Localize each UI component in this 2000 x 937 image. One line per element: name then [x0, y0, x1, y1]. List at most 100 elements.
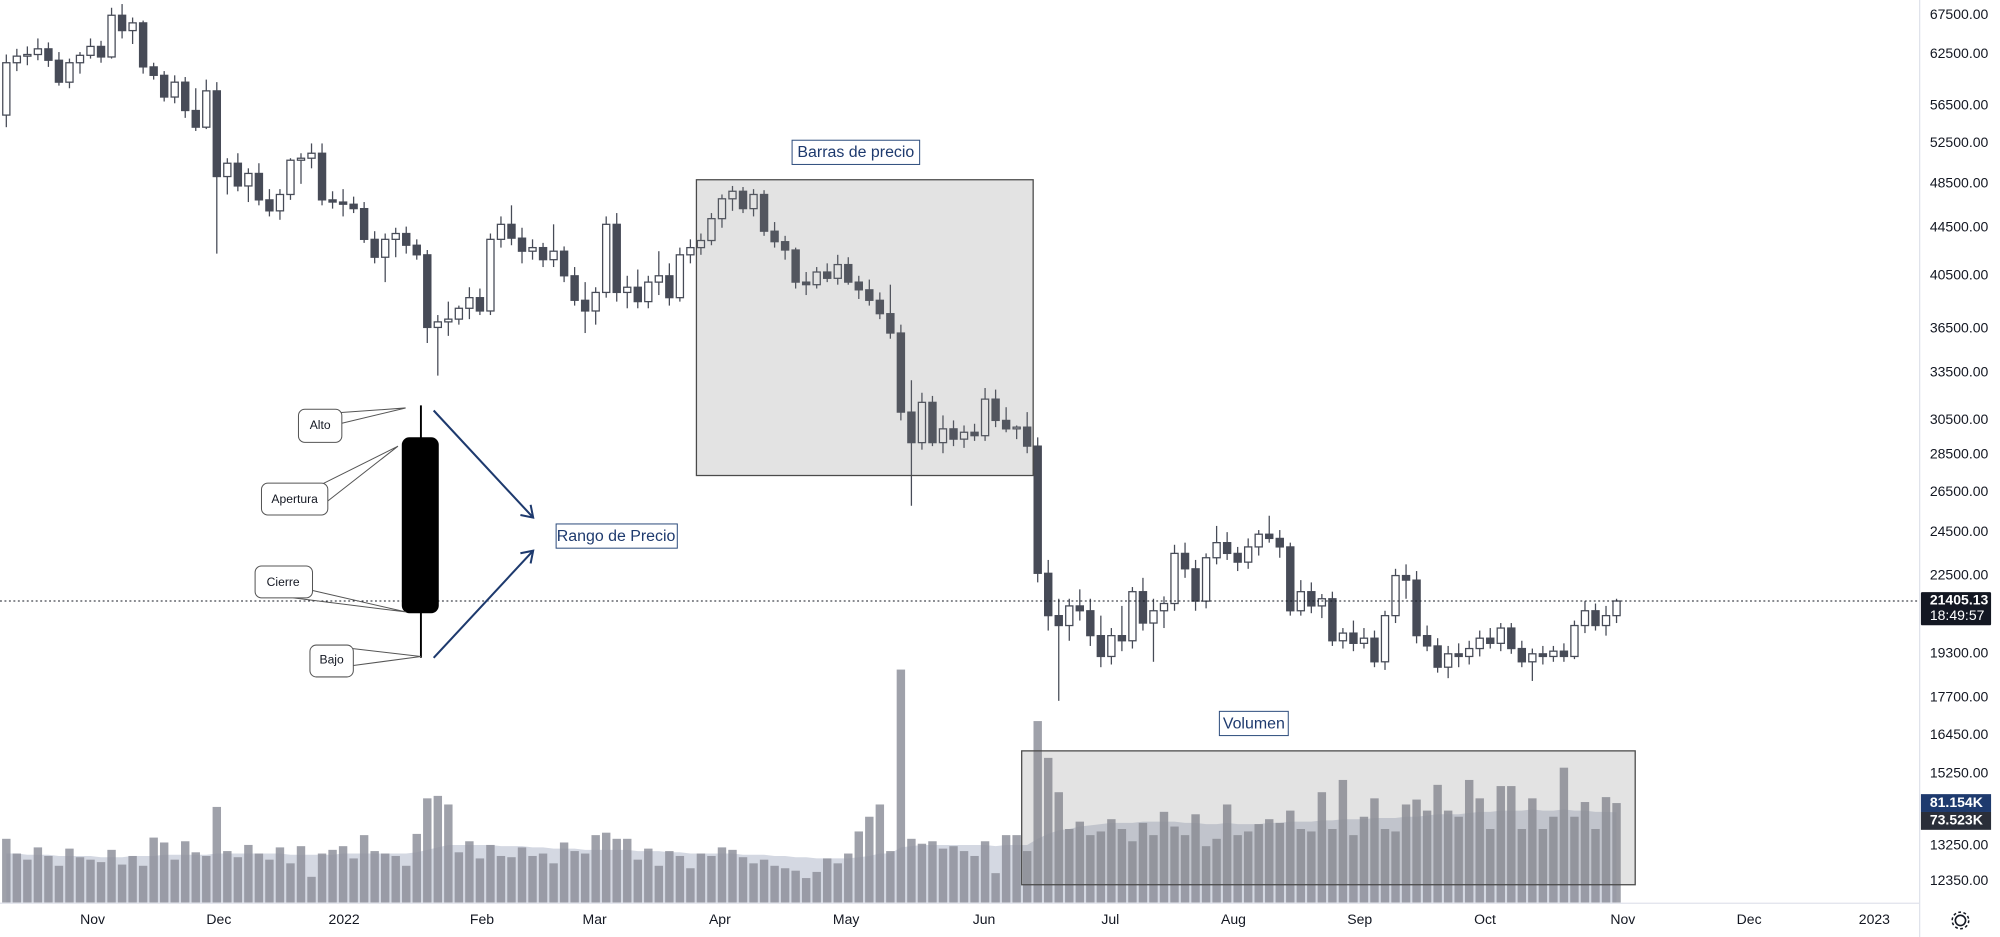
candle-body [349, 203, 358, 210]
candle-body [654, 275, 664, 283]
candle-body [275, 193, 285, 212]
candle-body [812, 271, 821, 286]
candle-body [1359, 637, 1369, 644]
volume-bar [665, 851, 674, 903]
candle-body [181, 81, 190, 112]
candle-body [1496, 627, 1505, 644]
candle-body [23, 53, 32, 57]
candle-body [1086, 610, 1095, 637]
volume-bar [1443, 810, 1453, 903]
volume-bar [1601, 797, 1611, 903]
candle-body [96, 45, 106, 58]
settings-icon[interactable] [1951, 911, 1970, 930]
candle-body [244, 172, 253, 187]
volume-bar [1233, 835, 1242, 903]
diagram-body [401, 437, 439, 614]
candle-body [412, 244, 421, 256]
volume-bar [1464, 779, 1474, 903]
volume-bar [349, 858, 358, 903]
volume-bar [65, 848, 74, 903]
candle-body [559, 250, 569, 277]
volume-bar [1286, 810, 1295, 903]
candle-body [580, 299, 590, 312]
annotation-label-box [1218, 710, 1289, 737]
volume-bar [233, 857, 243, 903]
candle-body [1012, 426, 1021, 430]
settings-icon[interactable] [1954, 914, 1967, 927]
annotation-label: Rango de Precio [557, 528, 676, 545]
candle-body [1054, 614, 1063, 627]
candle-body [549, 250, 558, 261]
volume-bar [465, 841, 474, 903]
candle-body [54, 59, 64, 83]
volume-bar [1307, 831, 1316, 903]
candle-body [528, 246, 537, 252]
candle-body [1612, 600, 1621, 617]
volume-bar [738, 857, 748, 903]
candle-body [1065, 605, 1074, 627]
candle-body [1265, 533, 1274, 540]
volume-bar [96, 862, 106, 903]
callout-box [297, 408, 343, 443]
volume-bar [75, 857, 85, 903]
volume-bar [170, 859, 179, 903]
volume-bar [844, 853, 853, 903]
candle-body [917, 401, 927, 444]
volume-bar [1044, 757, 1053, 903]
candle-body [928, 401, 937, 444]
y-tick-label: 30500.00 [1930, 411, 1989, 427]
volume-bar [1054, 792, 1063, 903]
y-tick-label: 16450.00 [1930, 726, 1989, 742]
volume-bar [1454, 816, 1463, 903]
candle-body [1191, 568, 1200, 602]
volume-bar [1591, 828, 1600, 903]
y-tick-label: 22500.00 [1930, 566, 1989, 582]
volume-bar [1475, 798, 1484, 903]
volume-bar [1380, 828, 1390, 903]
volume-bar [928, 841, 937, 903]
volume-bar [1401, 804, 1411, 903]
candle-body [486, 238, 495, 312]
candle-body [44, 48, 53, 61]
volume-bar [970, 855, 979, 903]
volume-bar [854, 831, 863, 903]
candle-body [875, 299, 885, 315]
volume-bar [317, 853, 327, 903]
candle-body [1454, 653, 1463, 658]
callout-label: Bajo [320, 653, 345, 667]
volume-bar [433, 795, 443, 903]
volume-bar [770, 865, 779, 903]
volume-bar [728, 849, 737, 903]
candle-body [1401, 574, 1411, 581]
y-tick-label: 36500.00 [1930, 320, 1989, 336]
settings-icon[interactable] [1951, 911, 1970, 930]
candle-body [159, 74, 169, 98]
volume-bar [1212, 838, 1221, 903]
candle-body [1096, 634, 1106, 658]
candle-body [601, 223, 611, 294]
volume-bar [1138, 822, 1148, 903]
callout-box [254, 565, 314, 599]
candle-body [1117, 634, 1127, 642]
volume-bar [454, 852, 464, 903]
candle-body [1433, 645, 1442, 668]
volume-bar [1191, 814, 1200, 903]
volume-bar [1222, 804, 1232, 903]
candle-body [749, 193, 758, 210]
volume-bar [507, 857, 516, 903]
volume-bar [496, 855, 506, 903]
volume-bar [570, 851, 579, 903]
volume-bar [601, 832, 611, 903]
candle-body [612, 223, 621, 294]
volume-bar [644, 848, 653, 903]
y-tick-label: 24500.00 [1930, 523, 1989, 539]
candle-body [317, 152, 327, 201]
volume-bar [2, 838, 11, 903]
candle-body [1517, 647, 1527, 663]
candle-body [1307, 591, 1316, 607]
volume-bar [12, 853, 22, 903]
volume-bar [1022, 851, 1032, 903]
volume-bar [1012, 835, 1021, 903]
volume-bar [191, 852, 200, 903]
